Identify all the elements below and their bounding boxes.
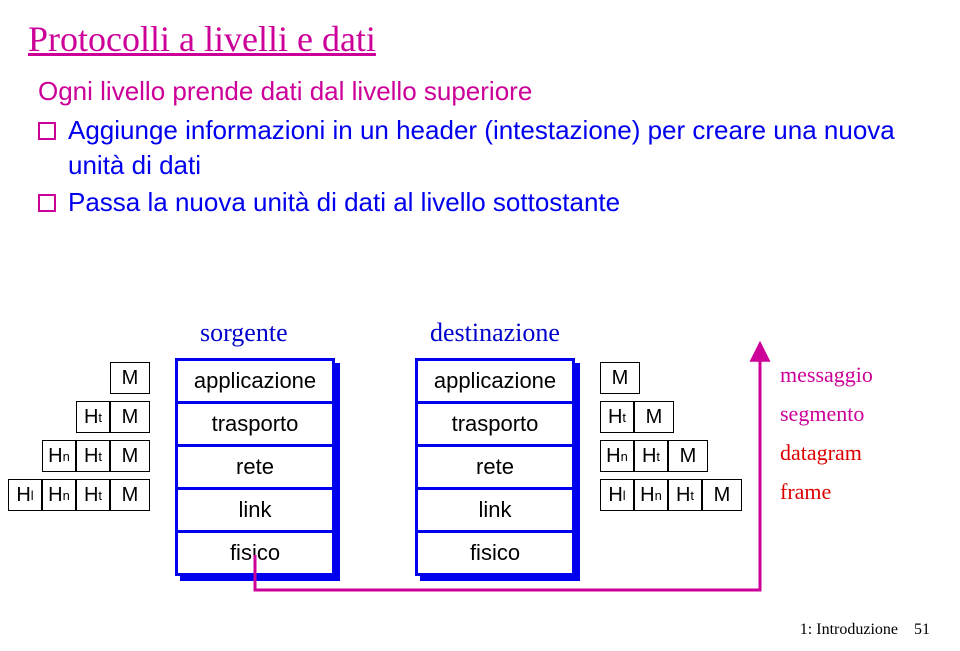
body-text: Ogni livello prende dati dal livello sup…	[38, 74, 932, 220]
cell-M: M	[702, 479, 742, 511]
cell-Hn: Hn	[42, 440, 76, 472]
cell-Ht: Ht	[76, 479, 110, 511]
hdr-row-app: M	[8, 358, 150, 398]
hdr-row-net: Hn Ht M	[8, 436, 150, 476]
footer-page: 51	[914, 621, 930, 638]
layer-net: rete	[175, 444, 335, 490]
bullet-2: Passa la nuova unità di dati al livello …	[38, 185, 932, 220]
hdr-row-trans: Ht M	[8, 397, 150, 437]
cell-Ht: Ht	[634, 440, 668, 472]
cell-M: M	[110, 479, 150, 511]
headers-left: M Ht M Hn Ht M Hl Hn Ht M	[8, 358, 150, 514]
cell-M: M	[110, 440, 150, 472]
cell-M: M	[668, 440, 708, 472]
cell-Hn: Hn	[634, 479, 668, 511]
layer-phys: fisico	[175, 530, 335, 576]
hdr-row-trans: Ht M	[600, 397, 742, 437]
annot-datagram: datagram	[780, 440, 862, 466]
layer-trans: trasporto	[415, 401, 575, 447]
cell-M: M	[634, 401, 674, 433]
cell-Hn: Hn	[600, 440, 634, 472]
layer-link: link	[175, 487, 335, 533]
hdr-row-net: Hn Ht M	[600, 436, 742, 476]
cell-Hn: Hn	[42, 479, 76, 511]
stack-sorgente: applicazione trasporto rete link fisico	[175, 358, 335, 573]
hdr-row-app: M	[600, 358, 742, 398]
cell-Hl: Hl	[600, 479, 634, 511]
cell-Ht: Ht	[76, 440, 110, 472]
layer-link: link	[415, 487, 575, 533]
slide-footer: 1: Introduzione 51	[800, 621, 930, 639]
cell-Hl: Hl	[8, 479, 42, 511]
cell-M: M	[110, 362, 150, 394]
cell-Ht: Ht	[600, 401, 634, 433]
layer-app: applicazione	[415, 358, 575, 404]
stack-destinazione: applicazione trasporto rete link fisico	[415, 358, 575, 573]
intro-line: Ogni livello prende dati dal livello sup…	[38, 74, 932, 109]
cell-M: M	[110, 401, 150, 433]
layer-net: rete	[415, 444, 575, 490]
headers-right: M Ht M Hn Ht M Hl Hn Ht M	[600, 358, 742, 514]
label-destinazione: destinazione	[430, 318, 560, 348]
cell-M: M	[600, 362, 640, 394]
annot-frame: frame	[780, 479, 831, 505]
layer-phys: fisico	[415, 530, 575, 576]
cell-Ht: Ht	[668, 479, 702, 511]
bullet-2-text: Passa la nuova unità di dati al livello …	[68, 185, 620, 220]
layer-app: applicazione	[175, 358, 335, 404]
bullet-square-icon	[38, 194, 56, 212]
bullet-1-text: Aggiunge informazioni in un header (inte…	[68, 113, 932, 183]
cell-Ht: Ht	[76, 401, 110, 433]
hdr-row-link: Hl Hn Ht M	[8, 475, 150, 515]
layer-trans: trasporto	[175, 401, 335, 447]
footer-label: 1: Introduzione	[800, 621, 898, 638]
hdr-row-link: Hl Hn Ht M	[600, 475, 742, 515]
annot-messaggio: messaggio	[780, 362, 873, 388]
annot-segmento: segmento	[780, 401, 864, 427]
bullet-1: Aggiunge informazioni in un header (inte…	[38, 113, 932, 183]
bullet-square-icon	[38, 122, 56, 140]
label-sorgente: sorgente	[200, 318, 288, 348]
slide-title: Protocolli a livelli e dati	[28, 18, 932, 60]
